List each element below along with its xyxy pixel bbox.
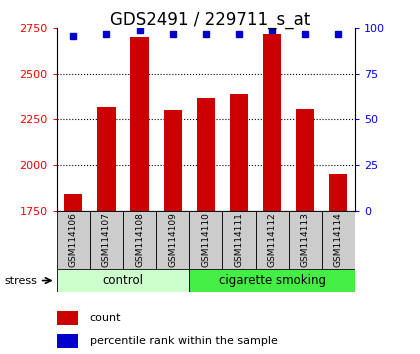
Bar: [197, 98, 215, 211]
Bar: [329, 174, 347, 211]
Bar: [131, 38, 149, 211]
Bar: [296, 109, 314, 211]
Bar: [57, 311, 78, 325]
Bar: [163, 110, 182, 211]
Text: GSM114107: GSM114107: [102, 212, 111, 267]
Bar: [189, 211, 222, 269]
Text: GSM114113: GSM114113: [301, 212, 310, 267]
Bar: [57, 334, 78, 348]
Bar: [97, 107, 116, 211]
Bar: [156, 211, 189, 269]
Bar: [189, 269, 355, 292]
Text: GSM114110: GSM114110: [201, 212, 210, 267]
Bar: [90, 211, 123, 269]
Bar: [289, 211, 322, 269]
Text: control: control: [102, 274, 144, 287]
Text: stress: stress: [4, 275, 37, 286]
Bar: [57, 269, 189, 292]
Text: percentile rank within the sample: percentile rank within the sample: [89, 336, 277, 346]
Text: cigarette smoking: cigarette smoking: [218, 274, 326, 287]
Text: GSM114111: GSM114111: [234, 212, 244, 267]
Bar: [255, 211, 289, 269]
Text: GSM114106: GSM114106: [69, 212, 78, 267]
Bar: [230, 94, 248, 211]
Text: GSM114109: GSM114109: [168, 212, 177, 267]
Bar: [322, 211, 355, 269]
Bar: [222, 211, 255, 269]
Text: GSM114108: GSM114108: [135, 212, 144, 267]
Bar: [123, 211, 156, 269]
Text: GDS2491 / 229711_s_at: GDS2491 / 229711_s_at: [110, 11, 310, 29]
Text: GSM114112: GSM114112: [268, 212, 276, 267]
Text: GSM114114: GSM114114: [334, 212, 343, 267]
Bar: [263, 34, 281, 211]
Bar: [64, 194, 82, 211]
Text: count: count: [89, 313, 121, 323]
Bar: [57, 211, 90, 269]
